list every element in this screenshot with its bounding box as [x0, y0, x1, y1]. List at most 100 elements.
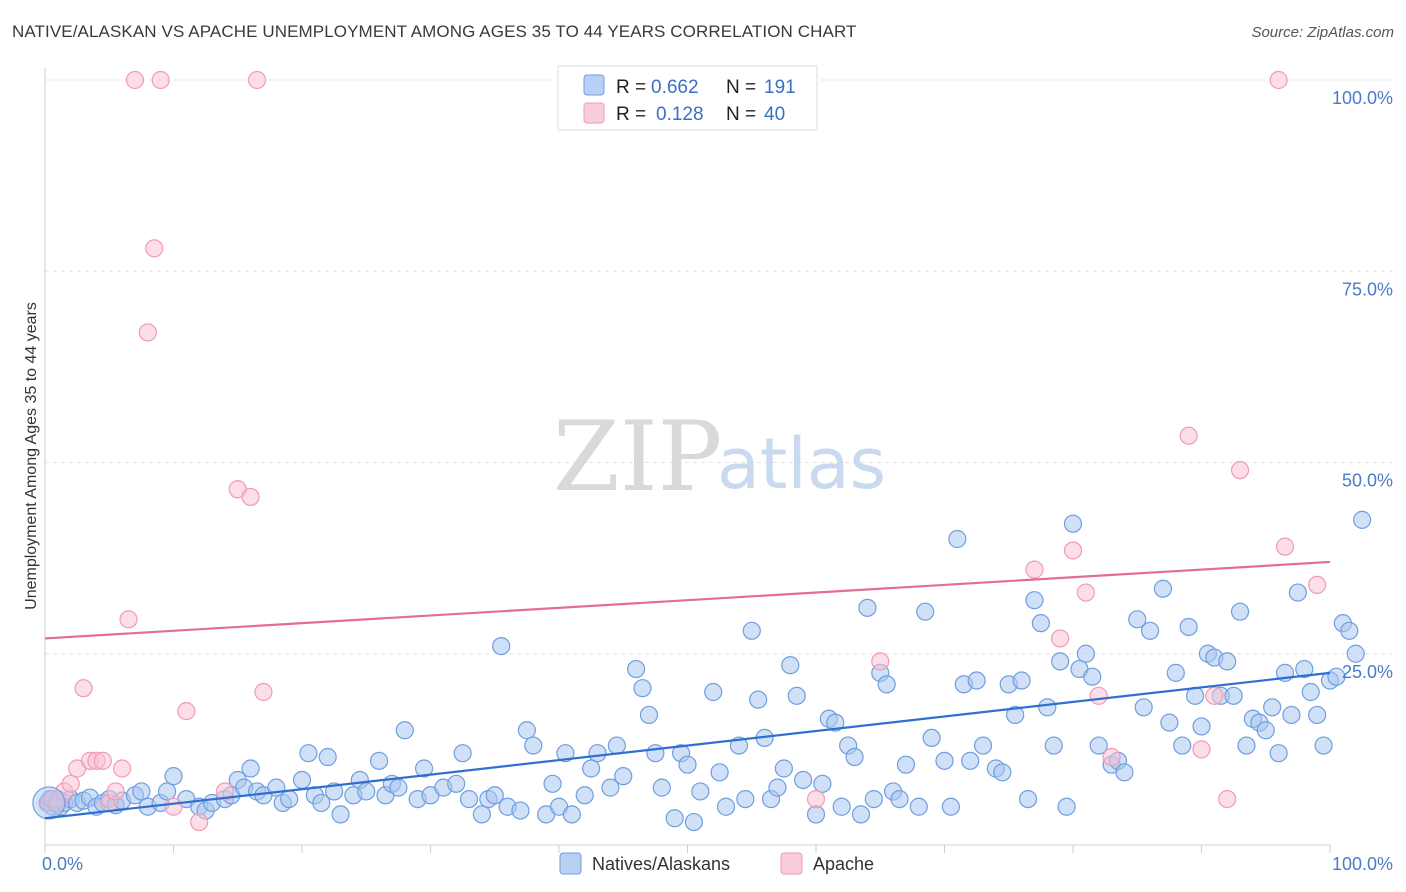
point-natives [492, 636, 511, 656]
point-apache [93, 751, 112, 770]
point-natives [1295, 659, 1314, 679]
point-apache [61, 774, 80, 793]
watermark-zip: ZIP [553, 401, 722, 513]
point-natives [32, 786, 66, 820]
point-natives [453, 744, 472, 763]
stats-legend-swatch-apache [583, 102, 605, 124]
point-natives [1153, 579, 1173, 598]
point-natives [787, 686, 806, 705]
stats-legend-n-value-natives: 191 [764, 77, 796, 98]
chart-title: NATIVE/ALASKAN VS APACHE UNEMPLOYMENT AM… [12, 22, 857, 41]
legend-swatch-apache [780, 852, 803, 875]
point-natives [768, 778, 787, 797]
point-apache [215, 782, 234, 801]
point-natives [858, 598, 877, 617]
point-natives [678, 755, 697, 774]
point-natives [1018, 789, 1038, 809]
point-apache [1063, 541, 1083, 560]
point-apache [1205, 686, 1224, 705]
stats-legend-r-value-apache: 0.128 [656, 104, 704, 125]
point-natives [845, 747, 864, 767]
point-natives [1282, 705, 1301, 725]
source-label: Source: ZipAtlas.com [1251, 24, 1394, 41]
point-natives [704, 682, 723, 702]
series-legend: Natives/Alaskans Apache [559, 852, 874, 875]
point-natives [916, 602, 935, 621]
point-natives [890, 789, 909, 809]
point-apache [1076, 583, 1095, 602]
point-natives [1076, 644, 1095, 663]
point-natives [1230, 602, 1250, 621]
point-natives [1218, 652, 1237, 671]
point-natives [684, 812, 704, 832]
point-natives [993, 763, 1012, 782]
x-tick-labels: 0.0% 100.0% [42, 854, 1393, 874]
point-natives [414, 759, 434, 778]
point-apache [806, 789, 826, 809]
point-natives [1263, 698, 1282, 717]
y-tick-label: 50.0% [1342, 471, 1393, 491]
point-natives [325, 782, 344, 801]
y-tick-label: 25.0% [1342, 662, 1393, 682]
point-natives [395, 721, 414, 740]
stats-legend-swatch-natives [583, 74, 605, 96]
point-natives [582, 759, 601, 778]
point-natives [241, 759, 260, 778]
point-natives [806, 805, 826, 824]
point-apache [254, 682, 273, 702]
point-natives [1031, 614, 1050, 633]
point-natives [794, 770, 813, 790]
point-natives [1006, 705, 1025, 725]
point-natives [973, 736, 993, 755]
point-apache [190, 812, 209, 832]
point-apache [1275, 537, 1295, 556]
point-natives [1166, 663, 1185, 682]
point-apache [241, 487, 260, 507]
point-apache [1051, 629, 1070, 648]
point-natives [164, 767, 183, 786]
point-natives [1256, 721, 1275, 740]
point-natives [1128, 610, 1147, 629]
point-natives [1038, 698, 1057, 717]
point-natives [601, 778, 620, 797]
point-apache [1269, 70, 1288, 90]
y-axis-title: Unemployment Among Ages 35 to 44 years [23, 302, 40, 610]
point-natives [614, 767, 633, 786]
point-natives [813, 774, 832, 793]
point-natives [922, 728, 941, 748]
point-natives [1140, 621, 1160, 640]
legend-label-apache: Apache [813, 854, 874, 874]
point-apache [177, 702, 196, 721]
point-natives [1089, 736, 1108, 755]
point-natives [318, 747, 337, 767]
point-natives [1134, 698, 1153, 717]
point-natives [691, 782, 710, 801]
point-natives [357, 782, 376, 801]
point-natives [742, 621, 761, 640]
point-apache [1218, 789, 1237, 809]
point-apache [1025, 560, 1044, 579]
point-apache [1192, 740, 1211, 759]
stats-legend-n-label-natives: N = [726, 77, 756, 98]
point-natives [736, 789, 755, 809]
point-natives [1051, 652, 1070, 671]
point-natives [1353, 510, 1372, 529]
point-natives [1063, 514, 1083, 533]
point-natives [389, 778, 408, 797]
point-apache [164, 797, 183, 816]
point-natives [1301, 682, 1320, 702]
point-natives [459, 789, 479, 809]
point-natives [1288, 583, 1307, 602]
stats-legend-n-label-apache: N = [726, 104, 756, 125]
point-natives [646, 744, 665, 763]
point-natives [556, 744, 575, 763]
point-natives [877, 675, 896, 694]
x-tick-label: 100.0% [1332, 854, 1393, 874]
point-natives [941, 797, 961, 816]
point-apache [1179, 426, 1198, 445]
point-natives [935, 751, 954, 770]
point-natives [1327, 667, 1346, 686]
point-natives [633, 679, 652, 698]
point-natives [896, 755, 916, 774]
point-natives [851, 805, 871, 824]
